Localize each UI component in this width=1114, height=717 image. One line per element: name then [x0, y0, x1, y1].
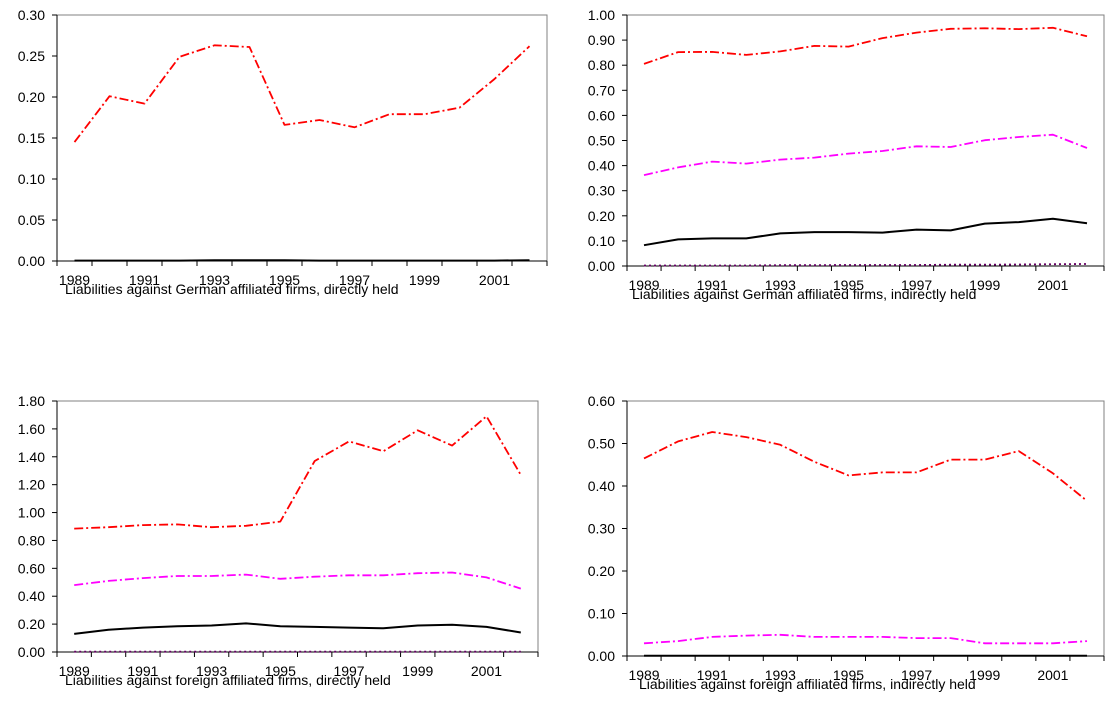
plot-area-frame — [56, 14, 548, 262]
y-tick-label: 0.00 — [18, 253, 45, 269]
x-tick-label: 2001 — [1037, 277, 1068, 293]
x-tick-label: 1989 — [59, 663, 90, 679]
y-tick-label: 0.10 — [18, 171, 45, 187]
y-tick-label: 0.80 — [18, 532, 45, 548]
x-axis-label: Liabilities against German affiliated fi… — [65, 281, 399, 297]
y-tick-label: 0.80 — [588, 57, 615, 73]
y-tick-label: 0.60 — [18, 560, 45, 576]
y-tick-label: 0.40 — [588, 478, 615, 494]
x-tick-label: 1999 — [969, 277, 1000, 293]
y-tick-label: 0.50 — [588, 436, 615, 452]
y-tick-label: 0.30 — [588, 183, 615, 199]
y-tick-label: 0.40 — [18, 588, 45, 604]
x-tick-label: 1989 — [628, 667, 659, 683]
series-line-3 — [74, 622, 521, 635]
y-tick-label: 0.90 — [588, 32, 615, 48]
y-tick-label: 1.20 — [18, 477, 45, 493]
series-line-2 — [643, 133, 1088, 176]
y-tick-label: 0.20 — [18, 616, 45, 632]
x-tick-label: 1997 — [901, 667, 932, 683]
x-tick-label: 1993 — [765, 277, 796, 293]
series-line-1 — [643, 431, 1088, 502]
y-tick-label: 0.25 — [18, 48, 45, 64]
y-tick-label: 0.10 — [588, 233, 615, 249]
y-tick-label: 0.20 — [18, 89, 45, 105]
series-line-1 — [643, 26, 1088, 65]
x-tick-label: 1993 — [765, 667, 796, 683]
y-tick-label: 0.00 — [588, 258, 615, 274]
x-tick-label: 1995 — [833, 277, 864, 293]
chart-panel-4: 0.00 0.10 0.20 0.30 0.40 0.50 0.60 1989 1991 1993… — [588, 393, 1105, 692]
x-axis-label: Liabilities against foreign affiliated f… — [639, 676, 976, 692]
series-line-1 — [73, 44, 531, 143]
x-tick-label: 1991 — [697, 667, 728, 683]
y-tick-label: 0.40 — [588, 158, 615, 174]
x-axis-label: Liabilities against German affiliated fi… — [632, 286, 976, 302]
x-tick-label: 1995 — [269, 272, 300, 288]
x-tick-label: 1997 — [901, 277, 932, 293]
series-line-2 — [643, 633, 1088, 645]
y-tick-label: 0.00 — [18, 644, 45, 660]
x-tick-label: 1997 — [339, 272, 370, 288]
y-tick-label: 0.20 — [588, 563, 615, 579]
y-tick-label: 0.20 — [588, 208, 615, 224]
x-tick-label: 2001 — [471, 663, 502, 679]
y-tick-label: 1.00 — [588, 7, 615, 23]
y-tick-label: 0.05 — [18, 212, 45, 228]
x-tick-label: 2001 — [1037, 667, 1068, 683]
y-tick-label: 0.10 — [588, 606, 615, 622]
series-line-3 — [643, 217, 1088, 247]
y-tick-label: 0.00 — [588, 648, 615, 664]
y-tick-label: 1.00 — [18, 505, 45, 521]
x-tick-label: 1989 — [59, 272, 90, 288]
y-tick-label: 1.80 — [18, 393, 45, 409]
y-tick-label: 1.60 — [18, 421, 45, 437]
plot-area-frame — [626, 400, 1105, 657]
y-tick-label: 0.60 — [588, 107, 615, 123]
chart-panel-2: 0.00 0.10 0.20 0.30 0.40 0.50 0.60 0.70 0.80 0.90… — [588, 7, 1105, 302]
chart-panel-1: 0.00 0.05 0.10 0.15 0.20 0.25 0.30 1989 1991 1993… — [18, 7, 548, 297]
y-tick-label: 0.60 — [588, 393, 615, 409]
x-tick-label: 1993 — [196, 663, 227, 679]
y-tick-label: 0.70 — [588, 82, 615, 98]
x-tick-label: 1991 — [129, 272, 160, 288]
x-axis-label: Liabilities against foreign affiliated f… — [65, 672, 391, 688]
x-tick-label: 1989 — [628, 277, 659, 293]
y-tick-label: 0.30 — [588, 521, 615, 537]
x-tick-label: 1999 — [969, 667, 1000, 683]
series-line-1 — [74, 415, 522, 530]
x-tick-label: 1995 — [833, 667, 864, 683]
x-tick-label: 1991 — [127, 663, 158, 679]
x-tick-label: 1991 — [697, 277, 728, 293]
x-tick-label: 1995 — [265, 663, 296, 679]
y-tick-label: 0.15 — [18, 130, 45, 146]
y-tick-label: 0.50 — [588, 133, 615, 149]
x-tick-label: 1997 — [333, 663, 364, 679]
x-tick-label: 1993 — [199, 272, 230, 288]
series-line-4 — [644, 263, 1088, 267]
series-line-2 — [74, 571, 522, 590]
chart-panel-3: 0.00 0.20 0.40 0.60 0.80 1.00 1.20 1.40 1.60 1.80… — [18, 393, 539, 688]
y-tick-label: 1.40 — [18, 449, 45, 465]
x-tick-label: 1999 — [402, 663, 433, 679]
x-tick-label: 1999 — [409, 272, 440, 288]
y-tick-label: 0.30 — [18, 7, 45, 23]
x-tick-label: 2001 — [479, 272, 510, 288]
